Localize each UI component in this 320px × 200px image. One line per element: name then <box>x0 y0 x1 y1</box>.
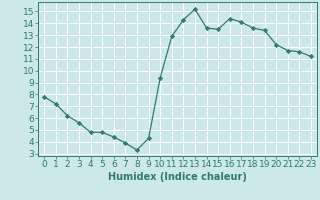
X-axis label: Humidex (Indice chaleur): Humidex (Indice chaleur) <box>108 172 247 182</box>
